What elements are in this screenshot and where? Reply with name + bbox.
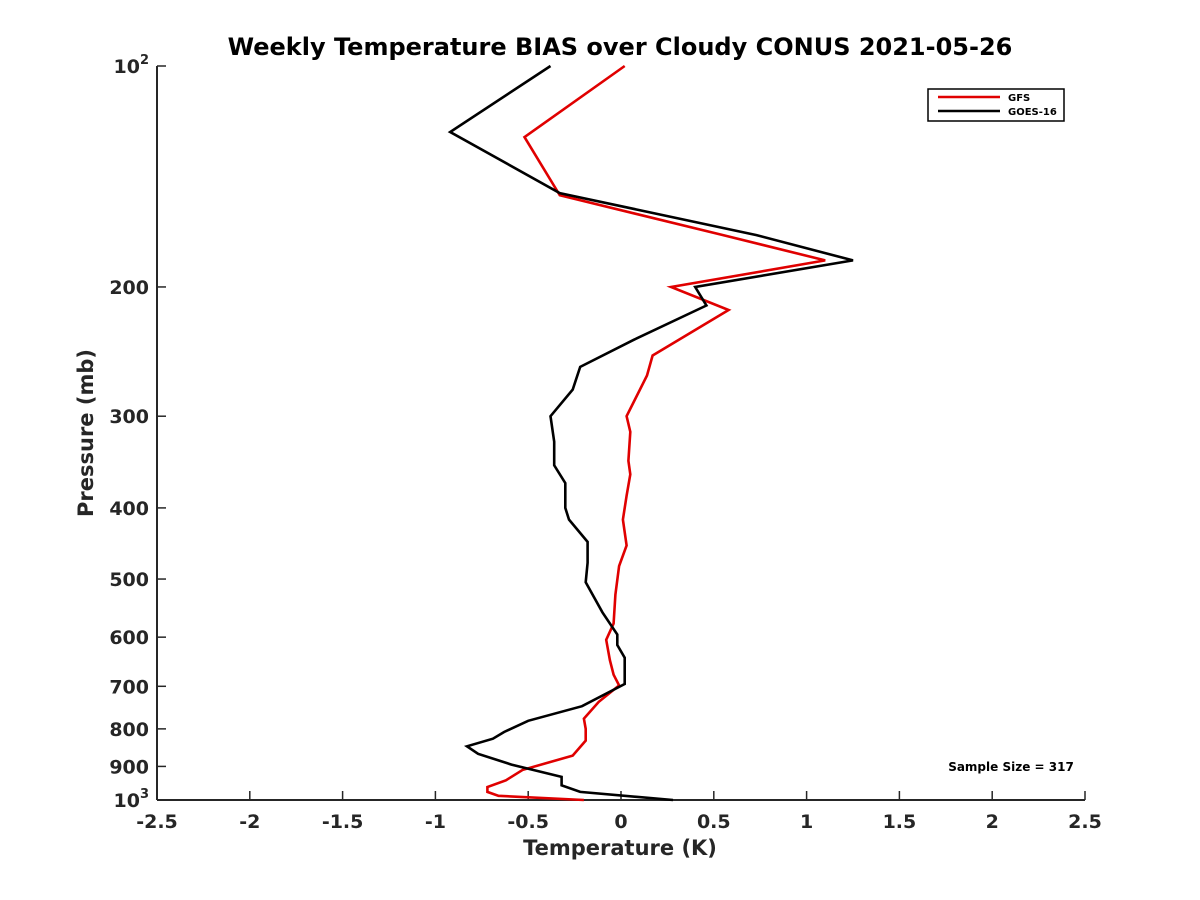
y-tick-label: 600 [109,627,149,649]
chart-title: Weekly Temperature BIAS over Cloudy CONU… [228,33,1013,61]
x-tick-label: 2.5 [1068,811,1102,833]
y-tick-label: 300 [109,406,149,428]
legend-label-goes16: GOES-16 [1008,107,1057,118]
y-tick-label: 103 [114,787,150,812]
y-tick-label: 400 [109,498,149,520]
y-tick-label: 200 [109,277,149,299]
y-tick-label: 500 [109,569,149,591]
x-tick-label: -1.5 [322,811,364,833]
x-tick-label: 1.5 [883,811,917,833]
x-tick-label: 0 [614,811,627,833]
legend: GFS GOES-16 [927,88,1065,122]
series-line-gfs [486,64,826,802]
x-tick-label: 1 [800,811,813,833]
x-tick-label: 0.5 [697,811,731,833]
y-tick-label: 102 [114,53,150,78]
x-axis-label: Temperature (K) [523,836,717,860]
y-tick-label: 800 [109,719,149,741]
x-tick-label: -1 [425,811,446,833]
y-tick-label: 900 [109,756,149,778]
plot-axes: -2.5 -2 -1.5 -1 -0.5 0 0.5 1 1.5 2 2.5 102 200 300 400… [109,53,1102,833]
y-axis-label: Pressure (mb) [74,349,98,517]
legend-box [927,88,1065,122]
series-layer [447,64,854,802]
x-tick-label: -2 [239,811,260,833]
y-tick-label: 700 [109,676,149,698]
x-tick-label: -0.5 [507,811,549,833]
x-tick-label: -2.5 [136,811,178,833]
x-tick-label: 2 [986,811,999,833]
sample-size-annotation: Sample Size = 317 [948,760,1074,774]
series-line-goes16 [447,64,854,802]
legend-label-gfs: GFS [1008,93,1030,104]
